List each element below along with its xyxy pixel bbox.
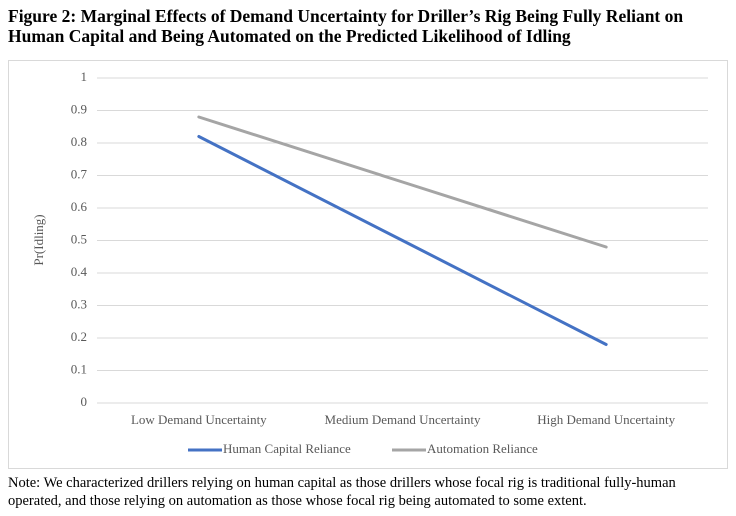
chart-title: Figure 2: Marginal Effects of Demand Unc… (8, 6, 684, 46)
series-line (197, 135, 608, 346)
y-tick-label: 0.7 (71, 166, 88, 181)
y-tick-label: 0.4 (71, 264, 88, 279)
y-tick-label: 0.6 (71, 199, 88, 214)
x-tick-label: Low Demand Uncertainty (131, 412, 267, 427)
y-tick-label: 1 (81, 69, 88, 84)
legend-label: Automation Reliance (427, 441, 538, 456)
y-tick-label: 0.3 (71, 296, 87, 311)
legend-label: Human Capital Reliance (223, 441, 351, 456)
series-line (197, 115, 608, 249)
x-tick-label: Medium Demand Uncertainty (325, 412, 481, 427)
chart: Pr(Idling) 0 0.1 0.2 0.3 0.4 0.5 0.6 0.7 0.8 0.9 1… (8, 60, 728, 469)
note: Note: We characterized drillers relying … (8, 475, 676, 509)
chart-frame (8, 60, 728, 469)
x-tick-label: High Demand Uncertainty (537, 412, 675, 427)
y-tick-label: 0.8 (71, 134, 87, 149)
y-tick-label: 0 (81, 394, 88, 409)
y-tick-label: 0.2 (71, 329, 87, 344)
y-axis-label: Pr(Idling) (31, 214, 46, 265)
y-tick-label: 0.9 (71, 101, 87, 116)
y-tick-label: 0.5 (71, 231, 87, 246)
y-tick-label: 0.1 (71, 361, 87, 376)
